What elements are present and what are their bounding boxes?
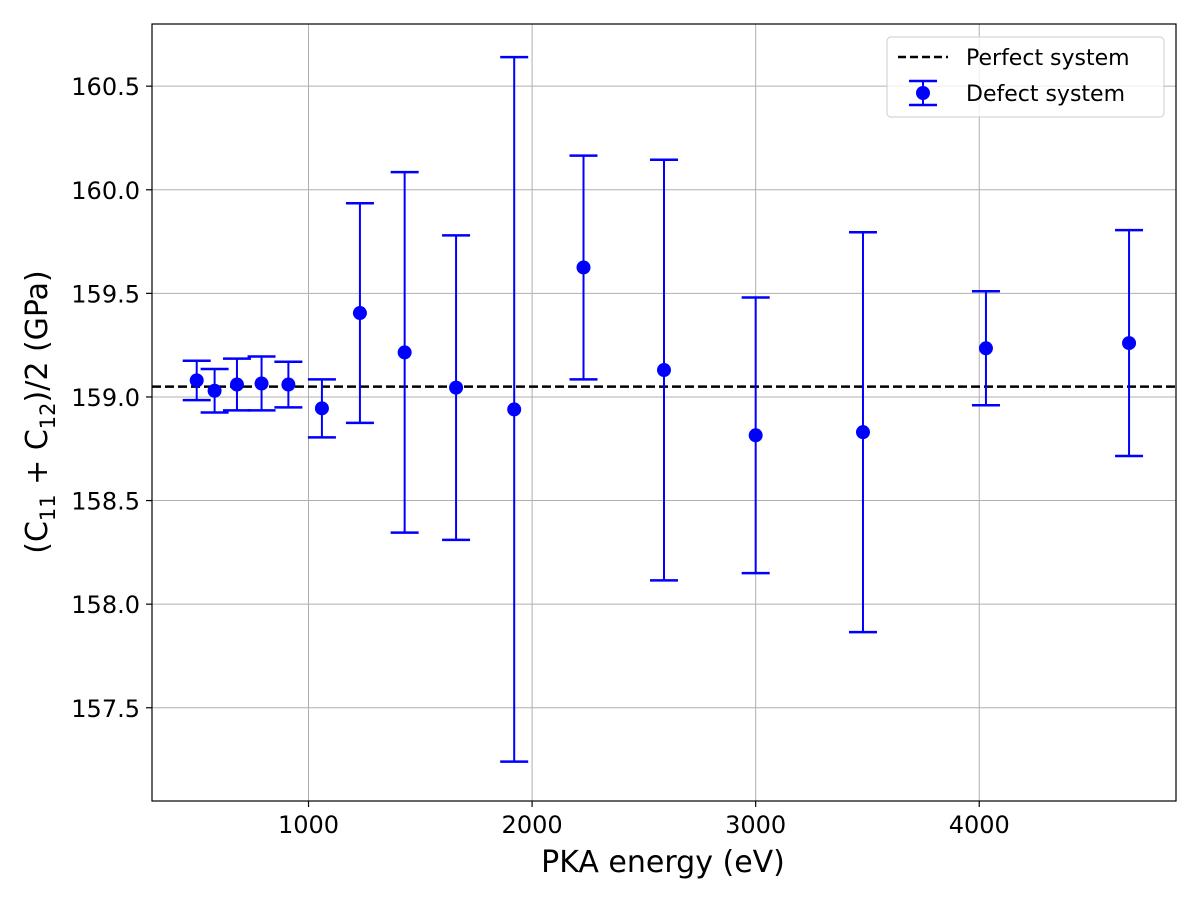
defect-point-group: [200, 367, 229, 414]
defect-point-group: [307, 378, 336, 439]
data-point: [1122, 336, 1137, 351]
data-point: [748, 428, 763, 443]
defect-point-group: [1115, 228, 1144, 458]
data-point: [507, 402, 522, 417]
defect-point-group: [500, 55, 529, 763]
data-point: [314, 401, 329, 416]
data-point: [576, 260, 591, 275]
data-point: [352, 306, 367, 321]
data-point: [657, 363, 671, 378]
defect-point-group: [741, 296, 770, 575]
defect-point-group: [274, 360, 303, 409]
defect-point-group: [182, 359, 211, 402]
x-tick-label: 4000: [949, 811, 1010, 839]
legend-perfect-label: Perfect system: [966, 46, 1130, 71]
y-tick-label: 159.0: [71, 384, 140, 412]
data-point: [978, 341, 993, 356]
series-layer: [152, 55, 1176, 763]
y-tick-label: 159.5: [71, 280, 140, 308]
defect-point-group: [650, 158, 678, 582]
tick-layer: 1000 2000 3000 4000 157.5 158.0 158.5 159.0 159.…: [71, 73, 1010, 839]
data-point: [397, 345, 412, 360]
defect-point-group: [442, 234, 471, 542]
defect-point-group: [848, 230, 877, 634]
data-point: [281, 377, 296, 392]
y-tick-label: 157.5: [71, 695, 140, 723]
defect-point-group: [345, 201, 374, 425]
legend-defect-marker-icon: [909, 79, 937, 107]
x-axis-label: PKA energy (eV): [541, 845, 785, 880]
legend-box: [886, 36, 1165, 118]
y-tick-label: 160.5: [71, 73, 140, 101]
y-tick-label: 160.0: [71, 177, 140, 205]
defect-point-group: [247, 355, 276, 412]
x-tick-label: 1000: [278, 811, 339, 839]
data-point: [449, 380, 464, 395]
data-point: [207, 383, 222, 398]
y-tick-label: 158.5: [71, 488, 140, 516]
plot-frame: [151, 23, 1177, 802]
data-point: [254, 376, 269, 391]
data-point: [229, 377, 244, 392]
y-tick-label: 158.0: [71, 591, 140, 619]
x-tick-label: 3000: [725, 811, 786, 839]
defect-point-group: [971, 290, 1000, 407]
x-tick-label: 2000: [502, 811, 563, 839]
legend: Perfect system Defect system: [886, 36, 1165, 118]
data-point: [189, 373, 204, 388]
defect-point-group: [222, 357, 251, 412]
defect-point-group: [569, 154, 598, 381]
data-point: [855, 425, 870, 440]
y-axis-label: (C11 + C12)/2 (GPa): [20, 270, 60, 554]
defect-point-group: [390, 170, 419, 534]
legend-defect-label: Defect system: [966, 82, 1125, 107]
